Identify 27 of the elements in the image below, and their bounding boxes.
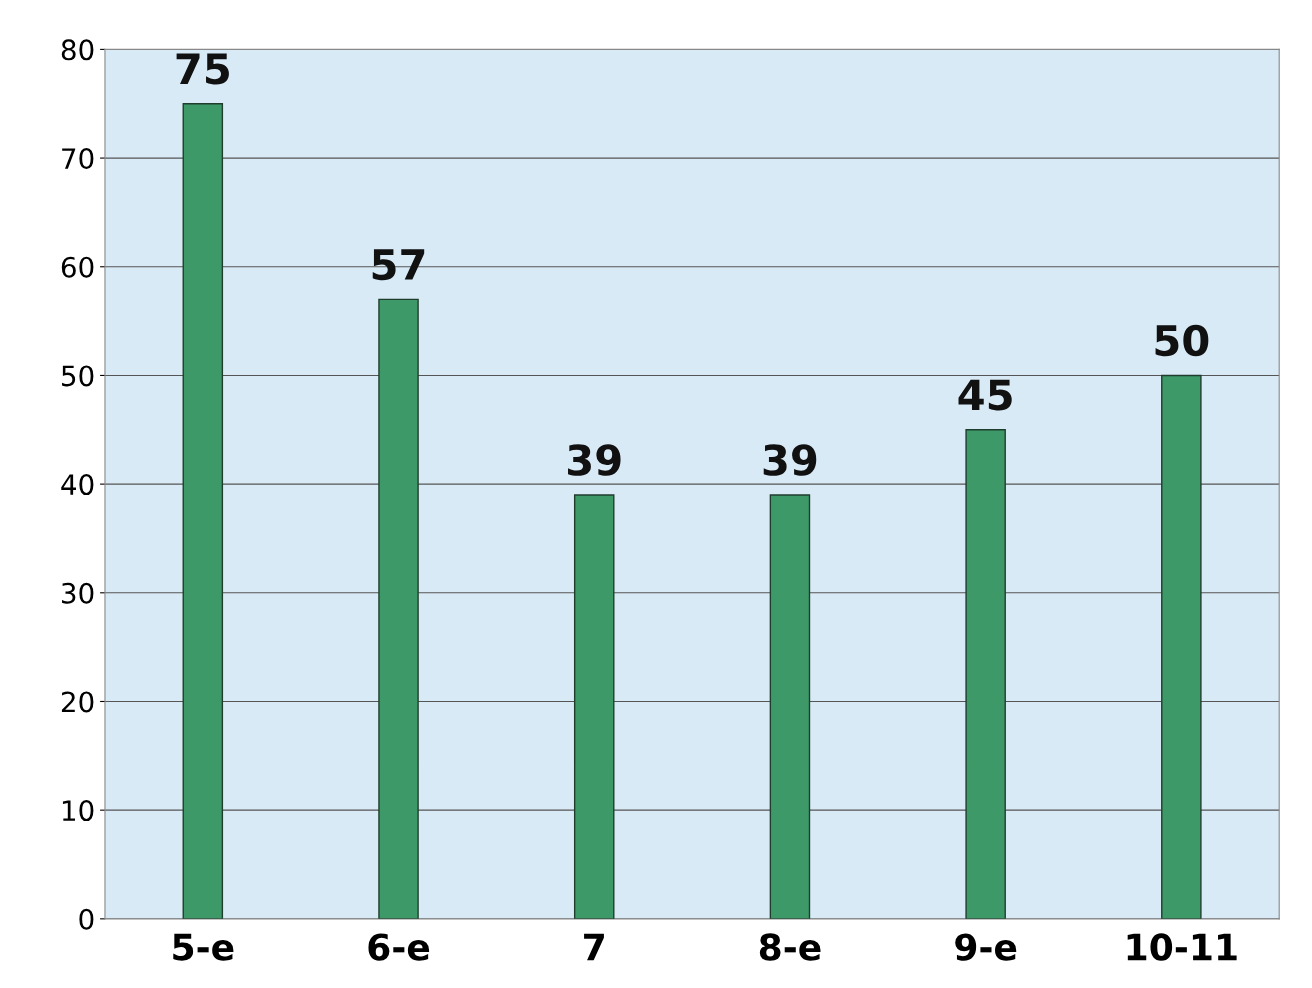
x-tick-label: 5-е [173, 933, 234, 961]
bar [573, 494, 615, 919]
y-tick-label: 80 [61, 39, 94, 61]
y-tick-label: 40 [61, 474, 94, 496]
x-tick-label: 9-е [955, 933, 1017, 961]
x-tick-label: 7 [584, 933, 604, 961]
y-tick-label: 70 [62, 148, 94, 170]
y-tick-label: 30 [62, 582, 94, 604]
data-label: 39 [568, 444, 621, 476]
y-tick-label: 60 [61, 256, 94, 278]
x-tick-label: 8-е [759, 933, 821, 961]
y-tick-label: 20 [61, 691, 94, 713]
bar [965, 429, 1006, 919]
bar [378, 298, 419, 919]
y-tick-label: 0 [79, 908, 94, 930]
x-tick-label: 6-е [368, 933, 430, 961]
data-label: 39 [763, 444, 817, 476]
x-tick-label: 10-11 [1127, 933, 1237, 961]
bar [1161, 374, 1202, 919]
data-label: 45 [958, 379, 1012, 411]
data-label: 75 [176, 53, 229, 85]
y-tick-label: 50 [62, 365, 94, 387]
bar [769, 494, 811, 919]
bar [182, 103, 224, 919]
y-tick-label: 10 [62, 800, 94, 822]
data-label: 57 [372, 249, 425, 281]
data-label: 50 [1155, 324, 1209, 357]
